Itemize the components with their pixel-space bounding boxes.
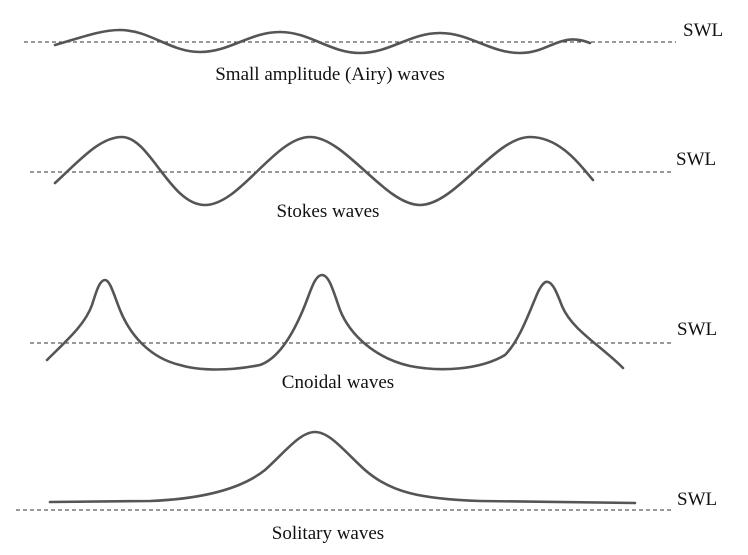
wave-curve-airy	[53, 28, 592, 55]
wave-curve-stokes	[53, 135, 595, 207]
swl-label-airy: SWL	[683, 20, 723, 41]
panel-cnoidal: SWL Cnoidal waves	[30, 273, 717, 393]
panel-solitary: SWL Solitary waves	[16, 430, 717, 544]
wave-curve-solitary	[48, 430, 637, 505]
caption-stokes: Stokes waves	[277, 201, 380, 222]
caption-solitary: Solitary waves	[272, 523, 384, 544]
caption-airy: Small amplitude (Airy) waves	[215, 64, 445, 85]
caption-cnoidal: Cnoidal waves	[282, 372, 394, 393]
panel-airy: SWL Small amplitude (Airy) waves	[24, 20, 723, 85]
swl-label-solitary: SWL	[677, 489, 717, 510]
swl-label-stokes: SWL	[676, 149, 716, 170]
panel-stokes: SWL Stokes waves	[30, 135, 716, 222]
swl-label-cnoidal: SWL	[677, 319, 717, 340]
wave-curve-cnoidal	[45, 273, 625, 371]
